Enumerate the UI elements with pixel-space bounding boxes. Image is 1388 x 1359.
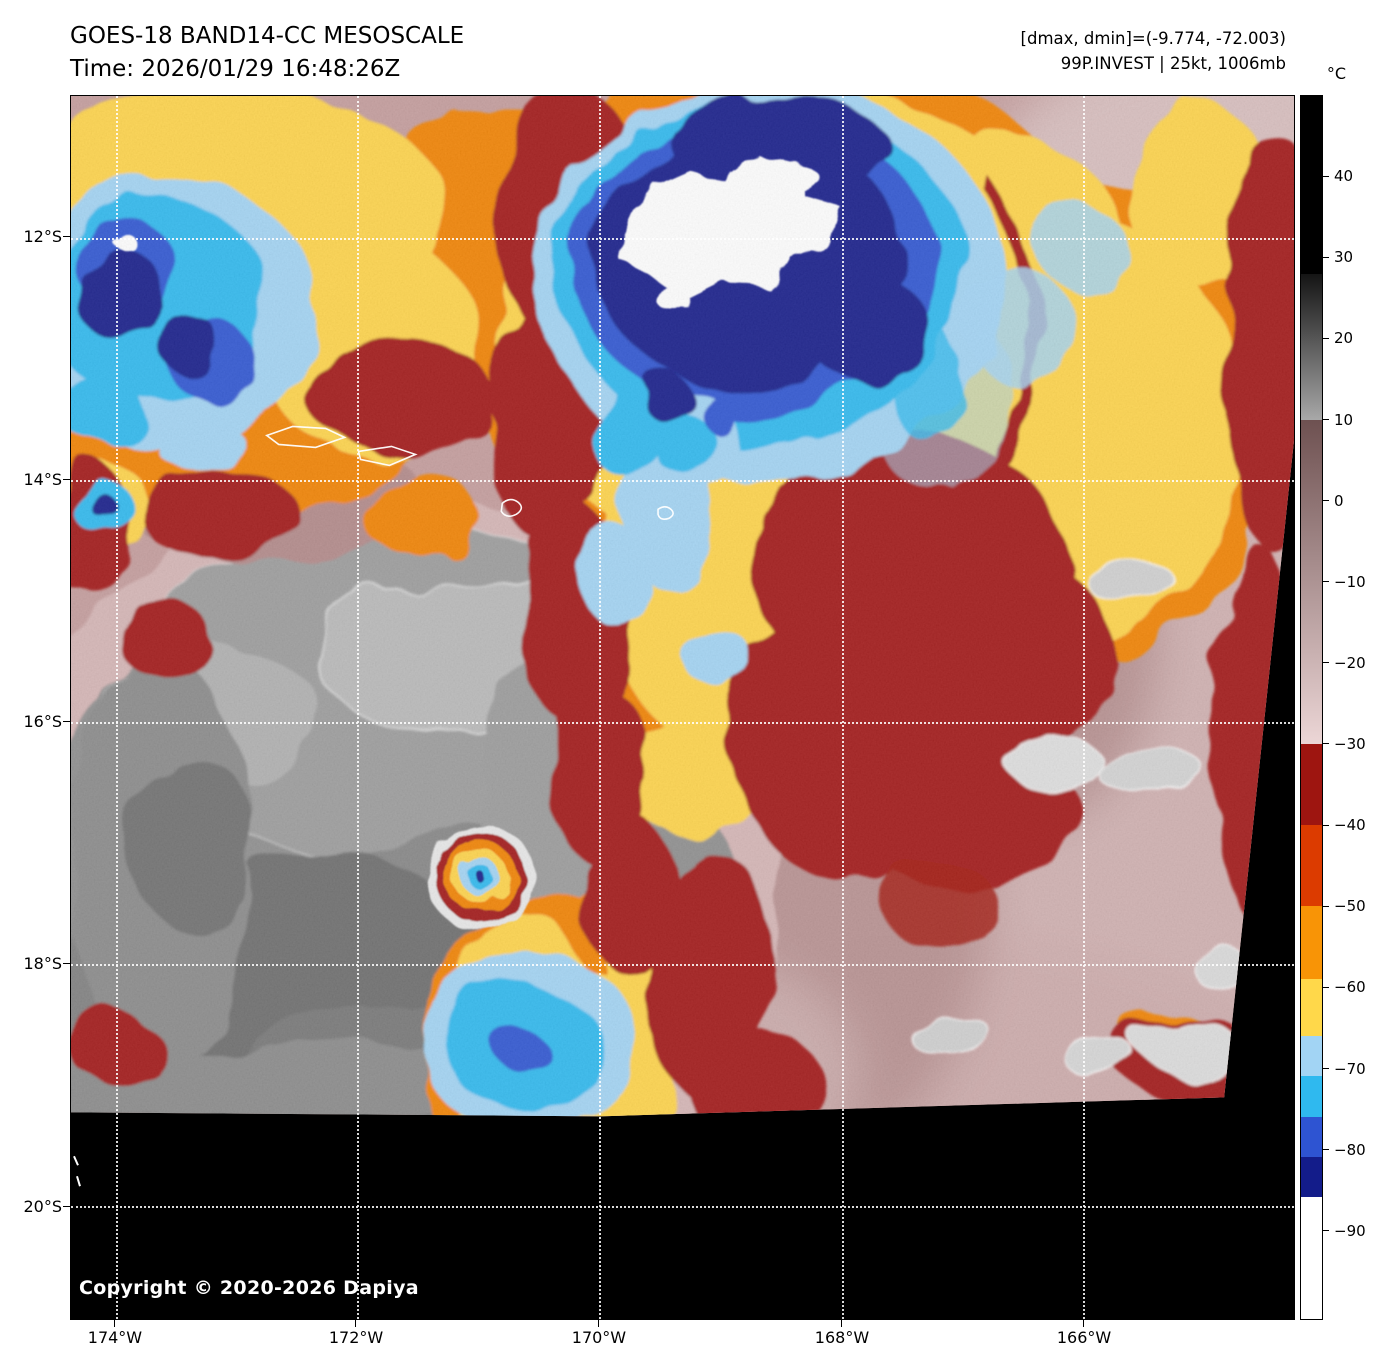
dmax-dmin-readout: [dmax, dmin]=(-9.774, -72.003) <box>1020 29 1286 48</box>
colorbar-tick-mark <box>1323 1149 1329 1151</box>
temperature-colorbar <box>1300 95 1323 1320</box>
title-block: GOES-18 BAND14-CC MESOSCALE Time: 2026/0… <box>70 20 464 86</box>
colorbar-tick-mark <box>1323 986 1329 988</box>
satellite-map: Copyright © 2020-2026 Dapiya <box>70 95 1295 1320</box>
colorbar-tick-label: 40 <box>1334 167 1354 186</box>
colorbar-segment <box>1301 419 1322 744</box>
colorbar-tick-mark <box>1323 175 1329 177</box>
colorbar-tick-label: −50 <box>1334 897 1366 916</box>
data-region <box>71 96 1294 1117</box>
colorbar-segment <box>1301 1197 1322 1319</box>
y-axis-tick-label: 20°S <box>23 1197 62 1217</box>
colorbar-tick-label: −80 <box>1334 1140 1366 1159</box>
y-axis-tick-mark <box>63 1206 70 1208</box>
colorbar-tick-mark <box>1323 905 1329 907</box>
colorbar-tick-mark <box>1323 337 1329 339</box>
colorbar-segment <box>1301 978 1322 1036</box>
info-block: [dmax, dmin]=(-9.774, -72.003) 99P.INVES… <box>900 26 1286 76</box>
colorbar-tick-mark <box>1323 581 1329 583</box>
colorbar-tick-mark <box>1323 743 1329 745</box>
colorbar-tick-label: −40 <box>1334 816 1366 835</box>
y-axis-tick-mark <box>63 963 70 965</box>
colorbar-unit-label: °C <box>1326 64 1346 83</box>
texture-grain <box>71 96 1294 1117</box>
colorbar-tick-mark <box>1323 418 1329 420</box>
satellite-imagery <box>71 96 1294 1319</box>
y-axis-tick-label: 16°S <box>23 711 62 731</box>
colorbar-tick-label: −60 <box>1334 978 1366 997</box>
colorbar-tick-label: 0 <box>1334 491 1344 510</box>
colorbar-tick-mark <box>1323 824 1329 826</box>
y-axis-tick-mark <box>63 721 70 723</box>
x-axis-tick-label: 168°W <box>814 1328 870 1347</box>
island-specks <box>73 1155 81 1187</box>
x-axis-tick-label: 170°W <box>571 1328 627 1347</box>
storm-info: 99P.INVEST | 25kt, 1006mb <box>1060 54 1286 73</box>
colorbar-tick-mark <box>1323 662 1329 664</box>
x-axis-tick-mark <box>114 1320 116 1327</box>
y-axis-tick-mark <box>63 236 70 238</box>
y-axis-tick-label: 18°S <box>23 954 62 973</box>
colorbar-segment <box>1301 905 1322 979</box>
colorbar-segment <box>1301 274 1322 420</box>
colorbar-tick-label: 10 <box>1334 410 1354 429</box>
colorbar-tick-label: 20 <box>1334 329 1354 348</box>
y-axis-tick-label: 12°S <box>23 226 62 246</box>
colorbar-segment <box>1301 1116 1322 1157</box>
colorbar-tick-label: −10 <box>1334 572 1366 591</box>
colorbar-tick-label: 30 <box>1334 248 1354 267</box>
colorbar-tick-mark <box>1323 500 1329 502</box>
colorbar-segment <box>1301 96 1322 275</box>
copyright-text: Copyright © 2020-2026 Dapiya <box>79 1277 419 1299</box>
colorbar-tick-mark <box>1323 1230 1329 1232</box>
colorbar-segment <box>1301 1035 1322 1076</box>
x-axis-tick-mark <box>355 1320 357 1327</box>
colorbar-tick-label: −30 <box>1334 735 1366 753</box>
x-axis-tick-label: 166°W <box>1056 1328 1112 1347</box>
x-axis-tick-label: 172°W <box>328 1328 384 1347</box>
colorbar-segment <box>1301 1076 1322 1117</box>
colorbar-tick-mark <box>1323 256 1329 258</box>
colorbar-segment <box>1301 1157 1322 1198</box>
colorbar-tick-mark <box>1323 1067 1329 1069</box>
x-axis-tick-label: 174°W <box>87 1328 143 1347</box>
x-axis-tick-mark <box>841 1320 843 1327</box>
product-title: GOES-18 BAND14-CC MESOSCALE <box>70 23 465 49</box>
y-axis-tick-label: 14°S <box>23 470 62 490</box>
colorbar-segment <box>1301 743 1322 825</box>
timestamp: Time: 2026/01/29 16:48:26Z <box>70 56 401 82</box>
coastlines <box>264 425 674 520</box>
x-axis-tick-mark <box>598 1320 600 1327</box>
x-axis-tick-mark <box>1083 1320 1085 1327</box>
colorbar-segment <box>1301 824 1322 906</box>
colorbar-tick-label: −90 <box>1334 1221 1366 1240</box>
colorbar-tick-label: −70 <box>1334 1059 1366 1078</box>
colorbar-tick-label: −20 <box>1334 653 1366 672</box>
y-axis-tick-mark <box>63 479 70 481</box>
